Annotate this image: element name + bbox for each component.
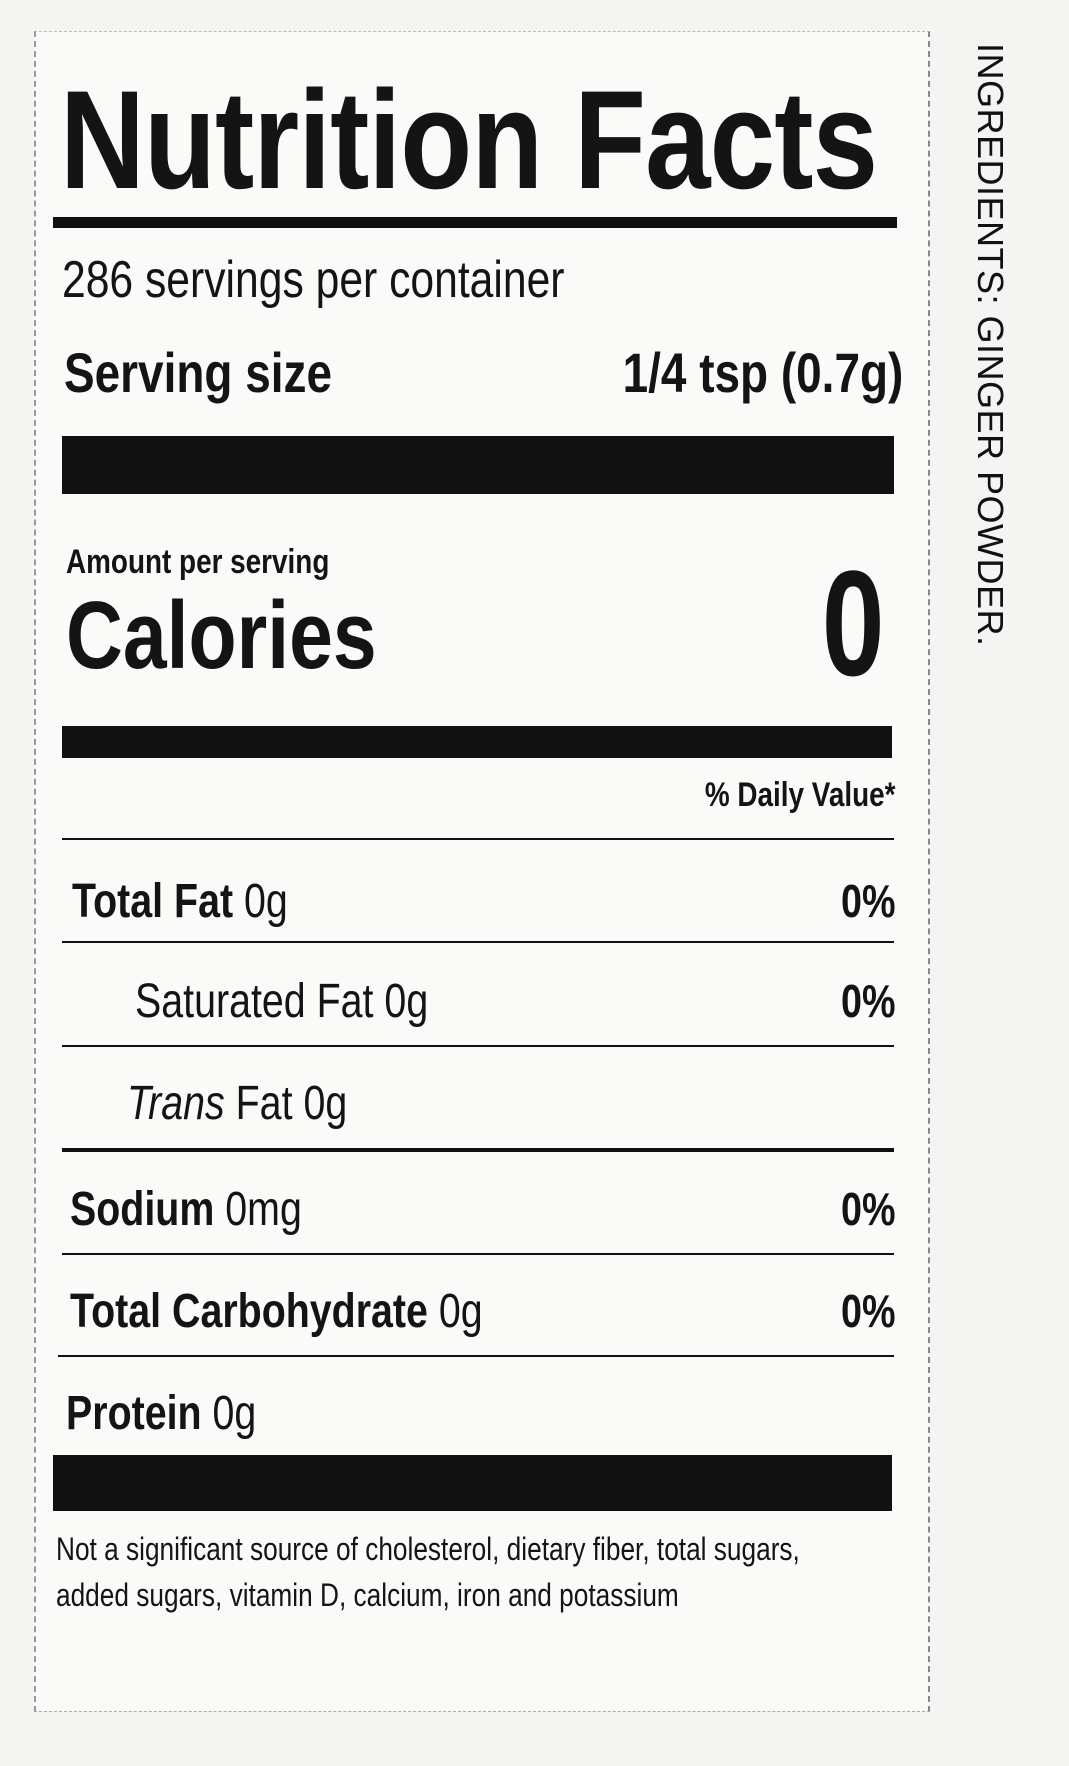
total-fat-dv: 0% bbox=[840, 875, 895, 927]
footnote: Not a significant source of cholesterol,… bbox=[56, 1531, 800, 1613]
sodium-dv: 0% bbox=[840, 1183, 895, 1235]
total-carbohydrate-dv: 0% bbox=[840, 1285, 895, 1337]
divider bbox=[58, 1355, 894, 1357]
nutrient-row-saturated-fat: Saturated Fat 0g bbox=[135, 975, 429, 1028]
divider bbox=[62, 1253, 894, 1255]
ingredients-text: INGREDIENTS: GINGER POWDER. bbox=[970, 43, 1011, 647]
thick-bar-top bbox=[62, 436, 894, 494]
serving-size-label: Serving size bbox=[64, 341, 332, 404]
serving-size-value: 1/4 tsp (0.7g) bbox=[622, 341, 903, 404]
saturated-fat-dv: 0% bbox=[840, 975, 895, 1027]
nutrient-row-protein: Protein 0g bbox=[66, 1387, 257, 1440]
label-title: Nutrition Facts bbox=[60, 61, 878, 218]
calories-value: 0 bbox=[821, 539, 884, 707]
nutrition-label bbox=[34, 31, 930, 1712]
nutrient-row-trans-fat: Trans Fat 0g bbox=[127, 1077, 348, 1130]
thick-bar-bottom bbox=[53, 1455, 892, 1511]
daily-value-header: % Daily Value* bbox=[704, 776, 895, 814]
nutrient-row-total-fat: Total Fat 0g bbox=[72, 875, 288, 928]
nutrient-row-sodium: Sodium 0mg bbox=[70, 1183, 302, 1236]
title-rule bbox=[53, 217, 897, 228]
calories-label: Calories bbox=[66, 582, 377, 689]
amount-per-serving: Amount per serving bbox=[66, 543, 330, 581]
divider bbox=[62, 941, 894, 943]
calories-bar bbox=[62, 726, 892, 758]
servings-per-container: 286 servings per container bbox=[62, 251, 565, 309]
divider bbox=[62, 1045, 894, 1047]
nutrient-row-total-carbohydrate: Total Carbohydrate 0g bbox=[70, 1285, 483, 1338]
divider bbox=[62, 1148, 894, 1152]
divider bbox=[62, 838, 894, 840]
